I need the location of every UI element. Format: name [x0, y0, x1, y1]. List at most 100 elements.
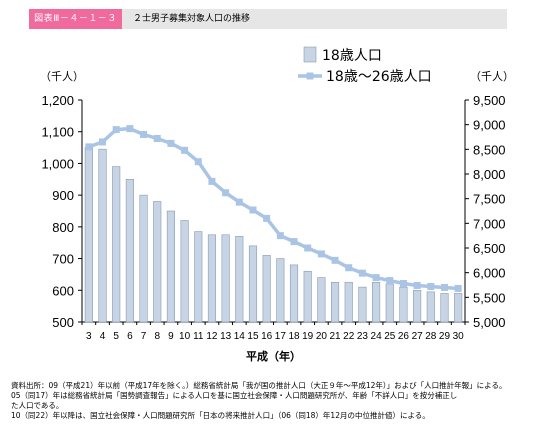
line-marker — [331, 256, 339, 264]
left-tick-label: 1,000 — [41, 156, 74, 171]
right-tick-label: 6,500 — [473, 241, 506, 256]
x-tick-label: 9 — [168, 331, 174, 342]
bar-18-population — [262, 255, 271, 323]
line-marker — [167, 139, 175, 147]
line-marker — [317, 250, 325, 258]
x-tick-label: 27 — [412, 331, 424, 342]
line-marker — [276, 232, 284, 240]
bar-18-population — [303, 270, 312, 323]
bar-18-population — [84, 147, 93, 323]
line-marker — [140, 131, 148, 139]
left-tick-label: 500 — [52, 315, 74, 330]
bar-18-population — [454, 293, 463, 323]
source-note-3: た人口である。 — [11, 401, 64, 410]
x-tick-label: 23 — [357, 331, 369, 342]
line-marker — [358, 269, 366, 277]
left-tick-label: 1,200 — [41, 93, 74, 108]
x-tick-label: 10 — [179, 331, 191, 342]
x-tick-label: 12 — [206, 331, 218, 342]
x-tick-label: 24 — [371, 331, 383, 342]
source-note-2: 05（同17）年は総務省統計局「国勢調査報告」による人口を基に国立社会保障・人口… — [11, 391, 458, 400]
figure-header: 図表Ⅲ－４－１－３ ２士男子募集対象人口の推移 — [29, 9, 507, 29]
x-tick-label: 8 — [154, 331, 160, 342]
legend-line-marker — [306, 72, 314, 80]
right-tick-label: 7,500 — [473, 192, 506, 207]
x-tick-label: 19 — [302, 331, 314, 342]
line-marker — [304, 244, 312, 252]
line-18-26-population — [88, 126, 459, 291]
source-note-4: 10（同22）年以降は、国立社会保障・人口問題研究所「日本の将来推計人口」（06… — [11, 411, 430, 420]
line-marker — [222, 189, 230, 197]
line-marker — [208, 177, 216, 185]
x-tick-label: 20 — [316, 331, 328, 342]
line-marker — [386, 277, 394, 285]
bar-18-population — [372, 282, 381, 323]
x-tick-label: 4 — [100, 331, 106, 342]
x-tick-label: 5 — [113, 331, 119, 342]
line-marker — [194, 158, 202, 166]
legend-bar-swatch — [303, 46, 317, 63]
bar-18-population — [166, 210, 175, 323]
right-tick-label: 9,500 — [473, 93, 506, 108]
right-tick-label: 7,000 — [473, 216, 506, 231]
line-marker — [399, 280, 407, 288]
x-tick-label: 26 — [398, 331, 410, 342]
right-tick-label: 9,000 — [473, 118, 506, 133]
x-tick-label: 21 — [329, 331, 341, 342]
x-tick-label: 22 — [343, 331, 355, 342]
x-tick-label: 7 — [141, 331, 147, 342]
right-axis-unit: （千人） — [470, 70, 514, 83]
bar-18-population — [139, 194, 148, 323]
bar-18-population — [153, 201, 162, 323]
legend-line-label: 18歳～26歳人口 — [326, 69, 432, 85]
line-marker — [413, 281, 421, 289]
line-marker — [440, 283, 448, 291]
x-tick-label: 3 — [86, 331, 92, 342]
x-tick-label: 15 — [247, 331, 259, 342]
bar-18-population — [248, 245, 258, 323]
line-marker — [99, 138, 107, 146]
line-marker — [290, 238, 298, 246]
bar-18-population — [440, 293, 449, 323]
left-tick-label: 900 — [52, 188, 74, 203]
bar-18-population — [276, 258, 285, 323]
bar-18-population — [413, 289, 422, 323]
line-marker — [235, 198, 243, 206]
left-tick-label: 600 — [52, 283, 74, 298]
bar-18-population — [125, 178, 134, 323]
bar-18-population — [112, 166, 121, 323]
source-note-1: 資料出所：09（平成21）年以前（平成17年を除く。）総務省統計局「我が国の推計… — [11, 381, 507, 390]
bar-18-population — [358, 286, 367, 323]
x-tick-label: 25 — [384, 331, 396, 342]
bar-18-population — [221, 234, 230, 323]
x-tick-label: 30 — [453, 331, 465, 342]
right-tick-label: 5,000 — [473, 315, 506, 330]
bar-18-population — [317, 277, 326, 323]
bar-18-population — [344, 282, 353, 323]
x-axis-label: 平成（年） — [246, 349, 301, 363]
x-tick-label: 16 — [261, 331, 273, 342]
line-marker — [345, 264, 353, 272]
right-tick-label: 6,000 — [473, 266, 506, 281]
bar-18-population — [385, 283, 394, 323]
left-tick-label: 800 — [52, 220, 74, 235]
right-tick-label: 8,500 — [473, 142, 506, 157]
line-marker — [85, 143, 93, 151]
right-tick-label: 8,000 — [473, 167, 506, 182]
bar-18-population — [98, 148, 107, 323]
bar-18-population — [289, 264, 299, 323]
legend-bar-label: 18歳人口 — [322, 48, 382, 64]
x-tick-label: 18 — [288, 331, 300, 342]
bar-18-population — [235, 236, 244, 323]
line-marker — [427, 282, 435, 290]
right-tick-label: 5,500 — [473, 290, 506, 305]
left-tick-label: 700 — [52, 252, 74, 267]
line-marker — [126, 125, 134, 133]
line-marker — [153, 134, 161, 142]
bar-18-population — [180, 220, 189, 323]
left-tick-label: 1,100 — [41, 125, 74, 140]
line-marker — [454, 284, 462, 292]
bar-18-population — [194, 231, 203, 323]
x-tick-label: 28 — [425, 331, 437, 342]
